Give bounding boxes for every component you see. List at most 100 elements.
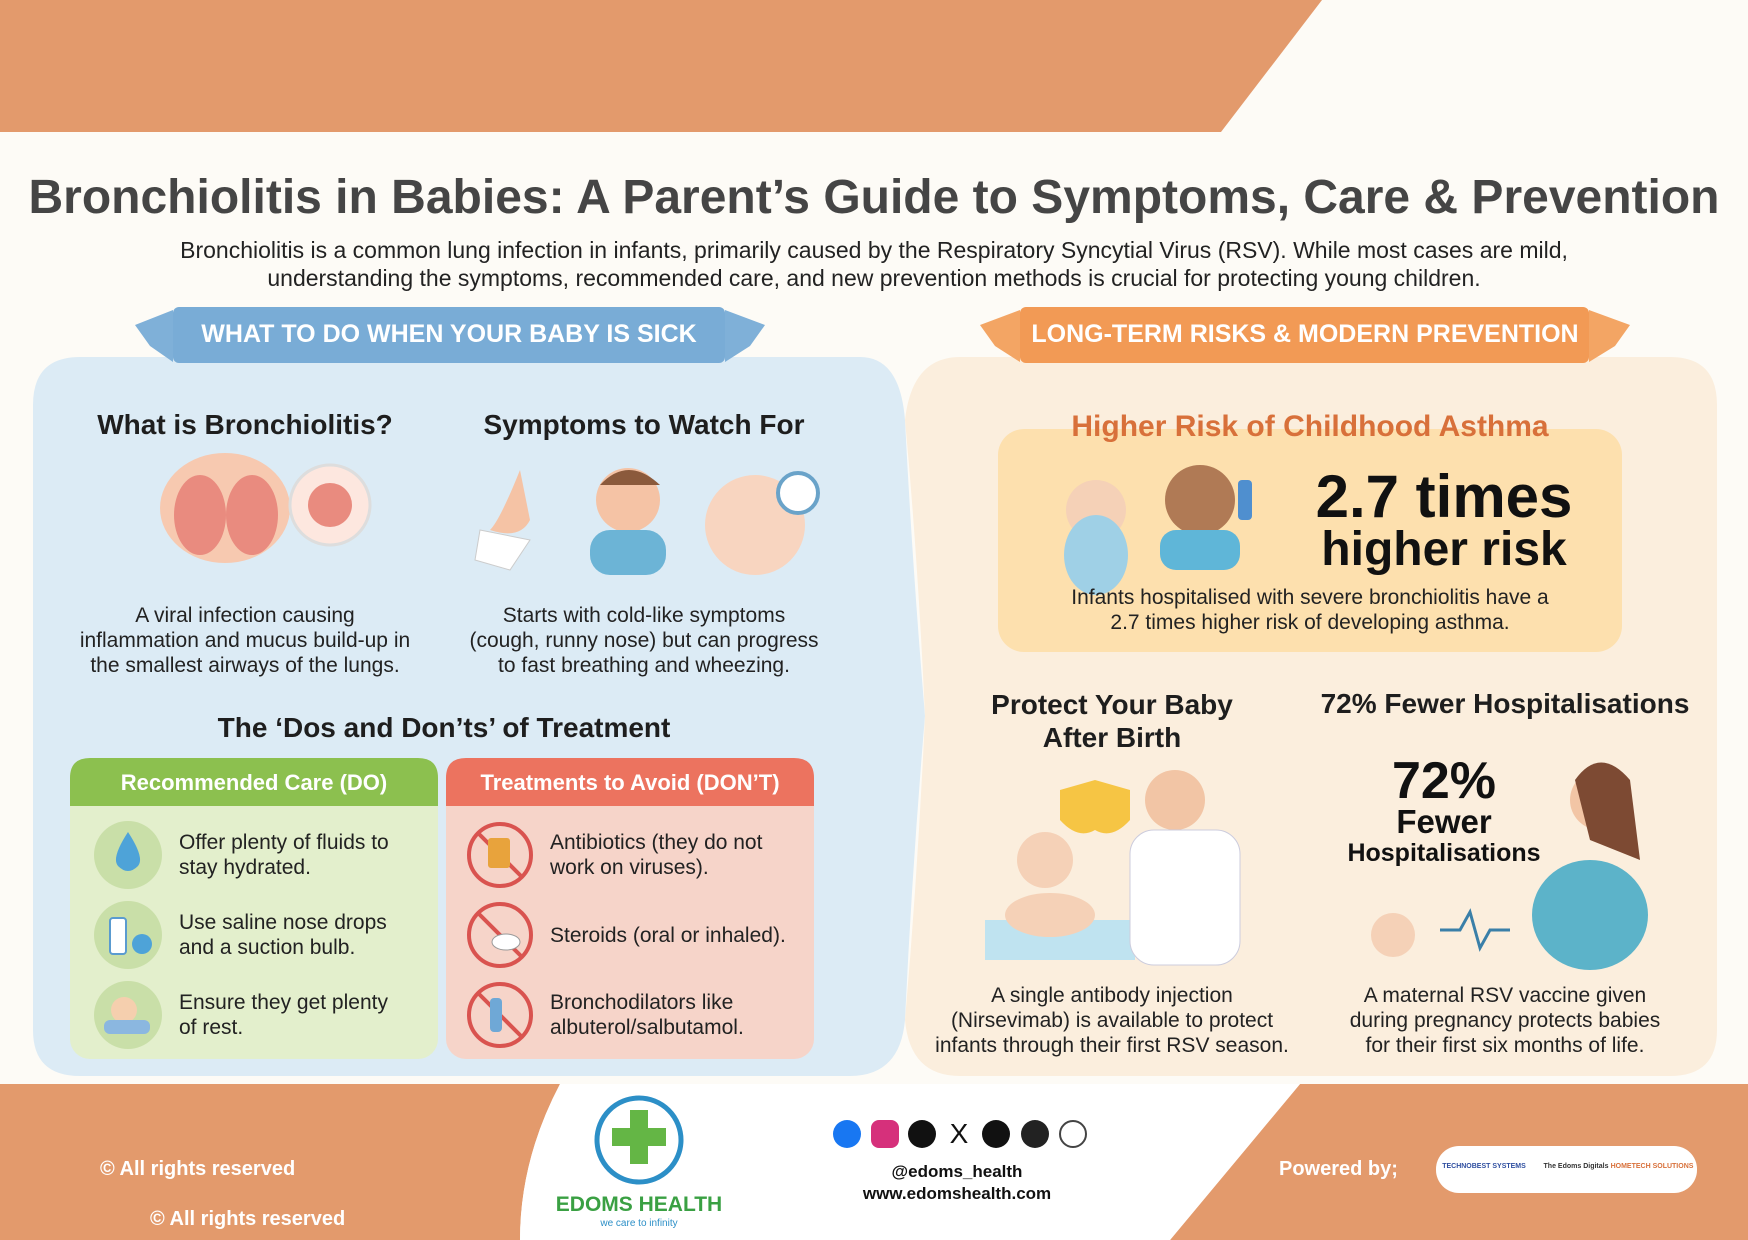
social-icons: X [833,1118,1087,1149]
item-line: Ensure they get plenty [179,991,388,1014]
facebook-icon[interactable] [833,1120,861,1148]
website[interactable]: www.edomshealth.com [862,1184,1052,1203]
illustration-tissue [474,529,531,571]
do-box [70,758,438,1059]
icon [132,934,152,954]
do-item: Offer plenty of fluids to stay hydrated. [179,830,389,880]
illustration-doctor [1129,829,1241,966]
illustration-mother [1532,860,1648,970]
fewer-stat-line: Fewer [1396,803,1492,840]
intro-line: understanding the symptoms, recommended … [267,265,1481,291]
protect-heading: Protect Your Baby After Birth [991,688,1233,754]
dont-header-bg [446,758,814,806]
icon [104,1020,150,1034]
asthma-stat-sub: higher risk [1321,523,1567,576]
item-line: Bronchodilators like [550,991,734,1014]
icon [488,838,510,868]
banner-text: LONG-TERM RISKS & MODERN PREVENTION [1031,320,1579,348]
body-line: infants through their first RSV season. [935,1034,1289,1057]
dont-item: Antibiotics (they do not work on viruses… [550,830,762,880]
illustration-baby [1005,893,1095,937]
partner: The Edoms Digitals [1543,1163,1609,1170]
asthma-box [998,429,1622,652]
powered-by: Powered by; [1279,1158,1398,1180]
do-header-bg [70,758,438,806]
item-line: Use saline nose drops [179,911,387,934]
do-item: Use saline nose drops and a suction bulb… [179,910,387,960]
banner-ribbon [980,310,1020,362]
icon [115,832,141,871]
tagline: we care to infinity [600,1218,678,1229]
fewer-stat-line: Hospitalisations [1347,839,1541,867]
do-header: Recommended Care (DO) [120,770,388,795]
logo-cross [612,1128,666,1146]
footer-center [520,1084,1300,1240]
protect-body: A single antibody injection (Nirsevimab)… [935,983,1289,1058]
banner-ribbon [725,310,765,362]
item-line: stay hydrated. [179,856,311,879]
partners-box [1436,1146,1697,1193]
section-heading: What is Bronchiolitis? [97,409,393,440]
banner-text: WHAT TO DO WHEN YOUR BABY IS SICK [201,320,697,348]
dont-box [446,758,814,1059]
email-icon[interactable] [982,1120,1010,1148]
do-item: Ensure they get plenty of rest. [179,990,388,1040]
illustration-infant [1371,913,1415,957]
heading-line: After Birth [1042,722,1182,753]
icon [109,917,127,955]
body-line: during pregnancy protects babies [1349,1009,1661,1032]
whatsapp-icon[interactable] [1059,1120,1087,1148]
brand: EDOMS HEALTH [555,1193,723,1216]
illustration-child [590,530,666,575]
footer-band [0,1084,560,1240]
illustration-child [1165,465,1235,535]
item-line: and a suction bulb. [179,936,356,959]
illustration-child [600,470,660,485]
body-line: A maternal RSV vaccine given [1363,984,1647,1007]
section-heading: Symptoms to Watch For [483,409,805,440]
illustration-lungs [174,475,226,555]
banner-ribbon [1589,310,1630,362]
fewer-heading: 72% Fewer Hospitalisations [1320,688,1690,719]
heading-line: Protect Your Baby [991,689,1233,720]
left-banner [173,307,725,363]
icon [490,998,502,1032]
partner: HOMETECH SOLUTIONS [1610,1163,1694,1170]
body-line: (Nirsevimab) is available to protect [950,1009,1274,1032]
tiktok-icon[interactable] [908,1120,936,1148]
body-line: the smallest airways of the lungs. [90,654,400,677]
banner-ribbon [135,310,173,362]
asthma-stat: 2.7 times [1315,463,1573,530]
body-line: A viral infection causing [135,604,355,627]
handle[interactable]: @edoms_health [891,1162,1023,1181]
dont-item: Bronchodilators like albuterol/salbutamo… [550,990,744,1040]
item-line: Offer plenty of fluids to [179,831,389,854]
body-line: Starts with cold-like symptoms [502,604,786,627]
body-line: 2.7 times higher risk of developing asth… [1110,611,1510,634]
x-icon[interactable]: X [950,1118,969,1149]
item-line: Steroids (oral or inhaled). [550,924,786,947]
item-line: work on viruses). [550,856,709,879]
illustration-clock [776,471,820,515]
intro-line: Bronchiolitis is a common lung infection… [180,237,1568,263]
illustration-inhaler [1238,480,1252,520]
illustration-lungs [226,475,278,555]
dont-item: Steroids (oral or inhaled). [550,923,786,948]
illustration-baby [1017,832,1073,888]
section-heading: The ‘Dos and Don’ts’ of Treatment [217,712,671,743]
instagram-icon[interactable] [871,1120,899,1148]
body-line: to fast breathing and wheezing. [498,654,790,677]
illustration-baby [1064,515,1128,595]
illustration-child [1160,530,1240,570]
illustration-pulse [1440,908,1510,952]
web-icon[interactable] [1021,1120,1049,1148]
dont-header: Treatments to Avoid (DON’T) [480,770,780,795]
body-line: A single antibody injection [991,984,1233,1007]
top-band [0,0,1322,132]
illustration-mother [1575,762,1640,860]
title: Bronchiolitis in Babies: A Parent’s Guid… [28,171,1720,224]
rights: © All rights reserved [100,1158,296,1180]
illustration-nose [490,470,530,534]
